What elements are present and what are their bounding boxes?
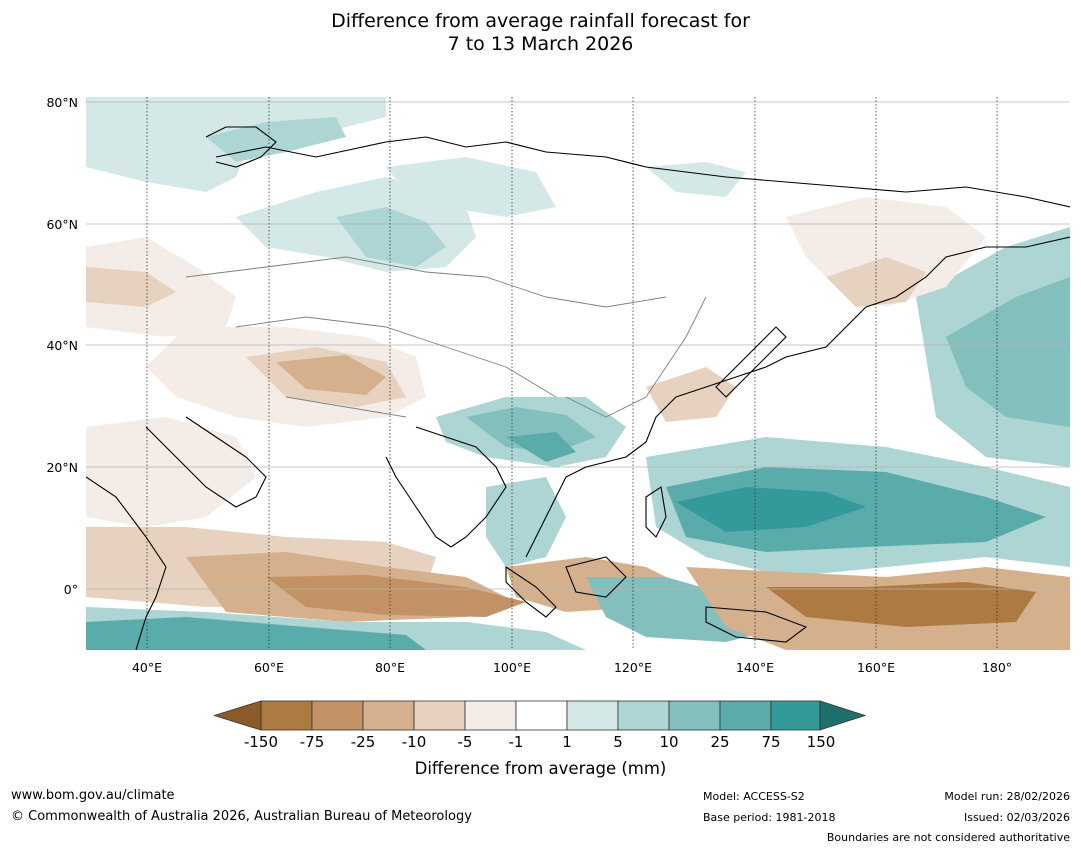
brown-region-black-sea (86, 267, 176, 307)
footer-base-period: Base period: 1981-2018 (703, 811, 836, 824)
colorbar-box-3 (362, 700, 415, 731)
coastline-new-guinea (705, 606, 808, 643)
colorbar-box-4 (413, 700, 466, 731)
brown-region-okhotsk (826, 257, 926, 307)
teal-region-east-siberia (646, 162, 746, 197)
coastline-japan (715, 326, 787, 398)
coastline-borneo (565, 556, 627, 598)
colorbar-tick-2: -75 (299, 733, 325, 751)
country-borders (185, 256, 707, 418)
colorbar-box-11 (770, 700, 821, 731)
colorbar-tick-1: -150 (243, 733, 279, 751)
teal-region-yunnan (506, 432, 576, 462)
colorbar (214, 700, 866, 731)
footer-copyright: © Commonwealth of Australia 2026, Austra… (11, 809, 472, 824)
colorbar-tick-10: 25 (710, 733, 730, 751)
anomaly-shading (86, 97, 1070, 650)
colorbar-title: Difference from average (mm) (414, 759, 667, 778)
colorbar-box-6 (515, 700, 568, 731)
coastline-scandinavia (205, 126, 277, 168)
coastline-africa (86, 476, 167, 650)
colorbar-tick-12: 150 (806, 733, 836, 751)
footer-website: www.bom.gov.au/climate (11, 788, 175, 803)
colorbar-arrow-right (819, 700, 866, 731)
brown-region-arabia (86, 417, 256, 527)
lat-label-60n: 60°N (46, 217, 78, 232)
lon-label-60e: 60°E (253, 660, 285, 675)
colorbar-tick-9: 10 (659, 733, 679, 751)
teal-region-north-pacific-core (946, 277, 1070, 427)
colorbar-box-5 (464, 700, 517, 731)
teal-region-central-siberia (386, 157, 556, 217)
lon-label-140e: 140°E (735, 660, 774, 675)
colorbar-box-7 (566, 700, 619, 731)
colorbar-tick-11: 75 (761, 733, 781, 751)
colorbar-box-8 (617, 700, 670, 731)
lon-label-160e: 160°E (856, 660, 895, 675)
coastlines (86, 126, 1070, 650)
teal-region-ob (336, 207, 446, 267)
chart-title: Difference from average rainfall forecas… (0, 10, 1081, 56)
colorbar-tick-8: 5 (613, 733, 623, 751)
teal-region-indochina (486, 477, 566, 567)
teal-region-scandinavia (206, 117, 346, 162)
lon-label-120e: 120°E (613, 660, 652, 675)
lat-label-0: 0° (63, 582, 78, 597)
colorbar-tick-5: -5 (457, 733, 473, 751)
rainfall-anomaly-map (86, 97, 1070, 650)
brown-region-japan (646, 367, 736, 422)
brown-region-tibet-west (276, 355, 386, 395)
title-line-2: 7 to 13 March 2026 (447, 33, 634, 55)
lat-label-80n: 80°N (46, 95, 78, 110)
footer-issued: Issued: 02/03/2026 (963, 811, 1070, 824)
teal-region-south-indian-strong (86, 617, 426, 650)
lat-label-40n: 40°N (46, 338, 78, 353)
coastline-arctic (215, 136, 1070, 208)
coastline-arabia (145, 416, 267, 508)
lon-label-40e: 40°E (131, 660, 163, 675)
teal-region-philippine-sea-core (676, 487, 866, 532)
coastline-india (385, 426, 507, 548)
footer-model-run: Model run: 28/02/2026 (944, 790, 1070, 803)
lon-label-100e: 100°E (492, 660, 531, 675)
colorbar-tick-3: -25 (350, 733, 376, 751)
colorbar-tick-7: 1 (562, 733, 572, 751)
colorbar-box-10 (719, 700, 772, 731)
footer-disclaimer: Boundaries are not considered authoritat… (826, 831, 1070, 844)
colorbar-tick-4: -10 (401, 733, 427, 751)
coastline-sumatra (505, 565, 557, 618)
colorbar-tick-6: -1 (508, 733, 524, 751)
lon-label-80e: 80°E (374, 660, 406, 675)
colorbar-box-2 (311, 700, 364, 731)
brown-region-equatorial-indian (266, 575, 526, 617)
colorbar-arrow-left (214, 700, 262, 731)
graticule (86, 101, 1070, 590)
title-line-1: Difference from average rainfall forecas… (331, 10, 750, 32)
coastline-philippines (645, 486, 667, 538)
colorbar-box-1 (260, 700, 313, 731)
brown-region-equatorial-pacific-core (766, 582, 1036, 627)
lon-label-180: 180° (981, 660, 1013, 675)
lat-label-20n: 20°N (46, 460, 78, 475)
footer-model: Model: ACCESS-S2 (703, 790, 805, 803)
colorbar-box-9 (668, 700, 721, 731)
